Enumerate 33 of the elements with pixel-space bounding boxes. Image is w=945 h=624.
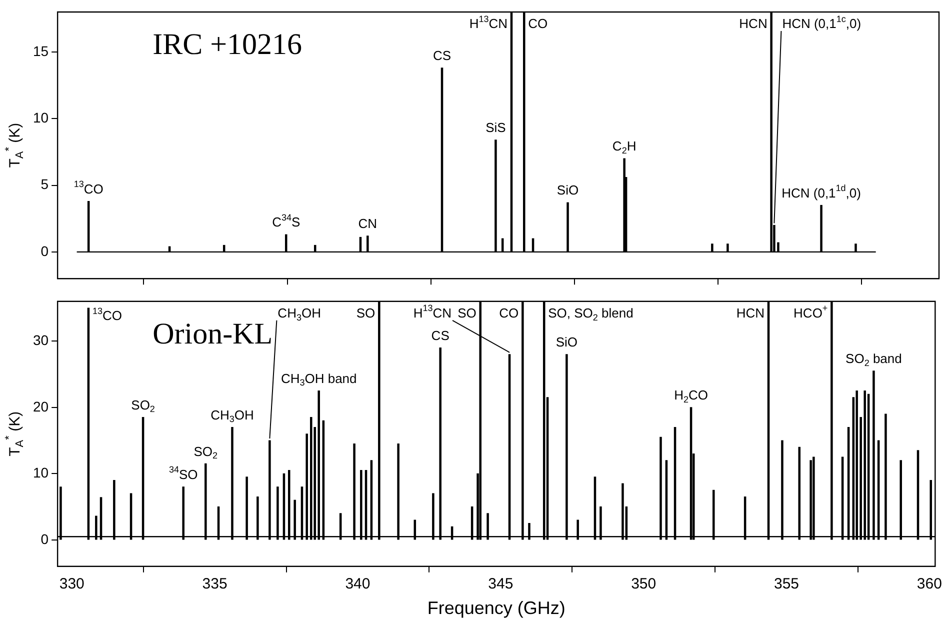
y-tick-label: 10: [32, 110, 49, 126]
y-tick-label: 0: [40, 242, 49, 259]
annotation: SiS: [486, 120, 506, 136]
y-axis-title: TA* (K): [4, 411, 26, 456]
y-tick-label: 0: [40, 530, 49, 547]
annotation: SiO: [556, 182, 579, 198]
annotation: CO: [528, 16, 548, 32]
annotation: HCO+: [794, 303, 828, 320]
annotation: CS: [431, 328, 450, 343]
annotation: HCN: [739, 16, 768, 32]
text: Orion-KL: [152, 317, 273, 350]
x-tick-label: 335: [202, 576, 228, 593]
x-tick-label: 345: [488, 576, 514, 593]
annotation: CO: [499, 305, 519, 320]
x-tick-label: 350: [631, 576, 656, 593]
annotation: HCN: [736, 305, 765, 320]
annotation: SO: [356, 305, 376, 320]
x-tick-label: 330: [59, 576, 84, 593]
annotation: SiO: [556, 334, 578, 350]
y-tick-label: 15: [32, 42, 49, 59]
y-tick-label: 30: [32, 332, 49, 348]
annotation: CS: [432, 48, 452, 64]
x-axis-title: Frequency (GHz): [427, 598, 566, 618]
y-tick-label: 10: [32, 464, 49, 481]
x-tick-label: 355: [774, 576, 800, 593]
annotation: CN: [358, 216, 378, 232]
y-axis-title: TA* (K): [4, 122, 26, 168]
text: IRC +10216: [152, 28, 302, 61]
x-tick-label: 360: [916, 576, 942, 593]
x-tick-label: 340: [345, 576, 370, 593]
y-tick-label: 20: [32, 398, 49, 414]
y-tick-label: 5: [40, 176, 49, 192]
annotation: SO: [458, 305, 476, 320]
